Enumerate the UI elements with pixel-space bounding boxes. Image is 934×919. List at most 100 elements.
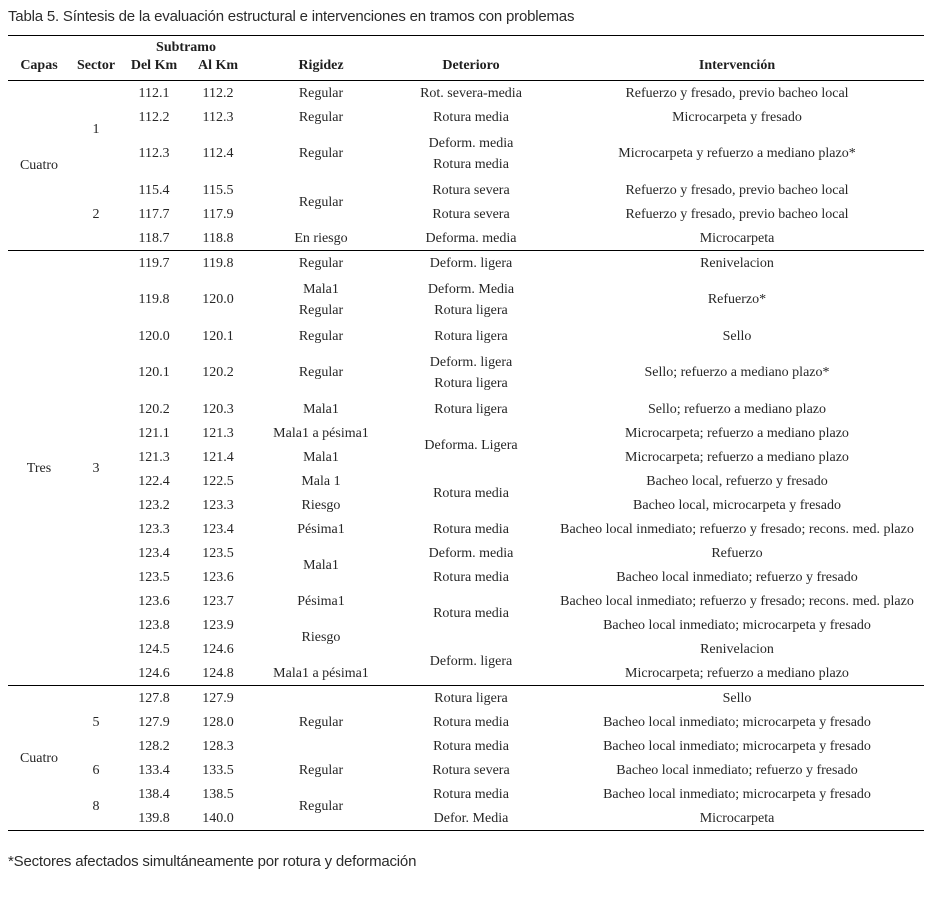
cell-al: 120.2 <box>202 365 234 380</box>
cell-rigidez: Regular <box>298 194 344 210</box>
cell-rigidez: Riesgo <box>301 629 341 645</box>
cell-deterioro: Deform. ligera Rotura ligera <box>392 348 550 397</box>
cell-del: 112.3 <box>138 146 170 161</box>
cell-interv: Bacheo local inmediato; microcarpeta y f… <box>603 786 871 802</box>
table-row: 124.5 124.6 Deform. ligera Renivelacion <box>8 637 924 669</box>
cell-deterioro: Deform. Media Rotura ligera <box>392 275 550 324</box>
table-footnote: *Sectores afectados simultáneamente por … <box>8 853 417 870</box>
cell-del: 127.9 <box>138 714 170 730</box>
cell-deterioro: Deform. media Rotura media <box>392 129 550 178</box>
cell-al: 140.0 <box>202 810 234 826</box>
header-intervencion: Intervención <box>698 58 776 73</box>
table-row: 119.8 120.0 Mala1 Regular Deform. Media Rotur… <box>8 275 924 324</box>
cell-rigidez: En riesgo <box>294 230 348 246</box>
cell-line: Regular <box>298 302 344 318</box>
cell-deterioro: Rotura media <box>433 786 509 802</box>
cell-al: 124.8 <box>202 665 234 681</box>
cell-rigidez: Riesgo <box>301 497 341 513</box>
table-row: 123.4 123.5 Mala1 Deform. media Refuerzo <box>8 541 924 573</box>
cell-deterioro: Rotura media <box>433 738 509 754</box>
cell-del: 121.1 <box>138 425 170 441</box>
table-row: 123.8 123.9 Riesgo Bacheo local inmediato; … <box>8 613 924 645</box>
table-row: 123.3 123.4 Pésima1 Rotura media Bacheo loca… <box>8 517 924 541</box>
cell-sector: 1 <box>92 122 100 137</box>
table-row: 139.8 140.0 Defor. Media Microcarpeta <box>8 806 924 831</box>
cell-deterioro: Rotura media <box>433 569 509 585</box>
cell-interv: Refuerzo* <box>707 292 767 307</box>
cell-del: 127.8 <box>122 685 186 710</box>
cell-interv: Sello <box>550 685 924 710</box>
cell-rigidez: Mala1 <box>303 401 339 417</box>
cell-deterioro: Deforma. Ligera <box>424 437 518 453</box>
cell-del: 115.4 <box>138 182 170 198</box>
cell-del: 121.3 <box>138 449 170 465</box>
cell-del: 124.5 <box>138 641 170 657</box>
cell-al: 133.5 <box>202 762 234 778</box>
table-row: 120.2 120.3 Mala1 Rotura ligera Sello; refue… <box>8 397 924 421</box>
table-caption: Tabla 5. Síntesis de la evaluación estru… <box>8 8 575 25</box>
table-header: Capas Sector Subtramo Rigidez Deterioro … <box>8 36 924 81</box>
header-deterioro: Deterioro <box>442 58 500 73</box>
cell-sector: 6 <box>92 762 100 778</box>
cell-rigidez: Regular <box>298 798 344 814</box>
cell-rigidez: Pésima1 <box>297 521 345 537</box>
cell-deterioro: Deforma. media <box>425 230 517 246</box>
cell-sector: 2 <box>92 206 100 222</box>
cell-capas: Tres <box>8 250 70 686</box>
cell-interv: Bacheo local inmediato; refuerzo y fresa… <box>616 762 858 778</box>
cell-deterioro: Rotura media <box>433 605 509 621</box>
table-row: 120.0 120.1 Regular Rotura ligera Sello <box>8 324 924 348</box>
table-row: Cuatro 5 127.8 127.9 Regular Rotura ligera Sel… <box>8 685 924 831</box>
cell-del: 120.2 <box>138 401 170 417</box>
cell-al: 123.6 <box>202 569 234 585</box>
cell-del: 119.7 <box>122 250 186 275</box>
cell-interv: Bacheo local inmediato; refuerzo y fresa… <box>616 569 858 585</box>
cell-rigidez: Regular <box>298 109 344 125</box>
table-row: 128.2 128.3 Rotura media Bacheo local inmed… <box>8 734 924 758</box>
cell-del: 123.4 <box>138 545 170 561</box>
table-row: 127.9 128.0 Rotura media Bacheo local inmed… <box>8 710 924 734</box>
table-row: 123.2 123.3 Riesgo Bacheo local, microcarpe… <box>8 493 924 517</box>
cell-rigidez: Mala1 a pésima1 <box>273 665 369 681</box>
cell-deterioro: Rotura ligera <box>392 685 550 710</box>
table-row: 112.2 112.3 Regular Rotura media Microcarpet… <box>8 105 924 129</box>
cell-interv: Renivelacion <box>700 641 774 657</box>
cell-deterioro: Rotura media <box>433 521 509 537</box>
cell-deterioro: Rotura media <box>433 485 509 501</box>
cell-interv: Microcarpeta; refuerzo a mediano plazo <box>625 665 849 681</box>
header-sector: Sector <box>76 58 116 73</box>
cell-line: Mala1 <box>303 281 339 297</box>
cell-deterioro: Deform. ligera <box>429 653 513 669</box>
cell-al: 127.9 <box>186 685 250 710</box>
cell-interv: Bacheo local, refuerzo y fresado <box>646 473 828 489</box>
table-row: 6 133.4 133.5 Regular Rotura severa Bacheo lo… <box>8 758 924 782</box>
cell-rigidez: Mala 1 <box>301 473 341 489</box>
cell-al: 123.7 <box>202 593 234 609</box>
table-body: Cuatro 1 112.1 112.2 Regular Rot. severa-medi… <box>8 81 924 831</box>
cell-al: 124.6 <box>202 641 234 657</box>
cell-interv: Bacheo local inmediato; refuerzo y fresa… <box>560 521 914 537</box>
cell-interv: Refuerzo y fresado, previo bacheo local <box>625 206 849 222</box>
cell-al: 120.0 <box>202 292 234 307</box>
cell-interv: Bacheo local inmediato; refuerzo y fresa… <box>560 593 914 609</box>
table-row: 120.1 120.2 Regular Deform. ligera Rotura li… <box>8 348 924 397</box>
cell-rigidez: Mala1 <box>303 557 339 573</box>
cell-al: 120.1 <box>202 328 234 344</box>
cell-rigidez: Mala1 a pésima1 <box>273 425 369 441</box>
table-row: 124.6 124.8 Mala1 a pésima1 Microcarpeta; r… <box>8 661 924 686</box>
cell-del: 139.8 <box>138 810 170 826</box>
cell-rigidez: Regular <box>298 146 344 161</box>
cell-del: 112.1 <box>138 85 170 101</box>
cell-rigidez: Regular <box>298 365 344 380</box>
cell-capas: Cuatro <box>8 685 70 831</box>
cell-sector: 3 <box>70 250 122 686</box>
cell-al: 112.4 <box>202 146 234 161</box>
cell-del: 123.5 <box>138 569 170 585</box>
table-row: Tres 3 119.7 119.8 Regular Deform. ligera Reni… <box>8 250 924 686</box>
header-row-top: Capas Sector Subtramo Rigidez Deterioro … <box>8 36 924 73</box>
cell-del: 122.4 <box>138 473 170 489</box>
cell-al: 121.4 <box>202 449 234 465</box>
evaluation-table: Capas Sector Subtramo Rigidez Deterioro … <box>8 35 924 831</box>
table-row: 122.4 122.5 Mala 1 Rotura media Bacheo local… <box>8 469 924 501</box>
cell-deterioro: Rotura ligera <box>434 401 508 417</box>
